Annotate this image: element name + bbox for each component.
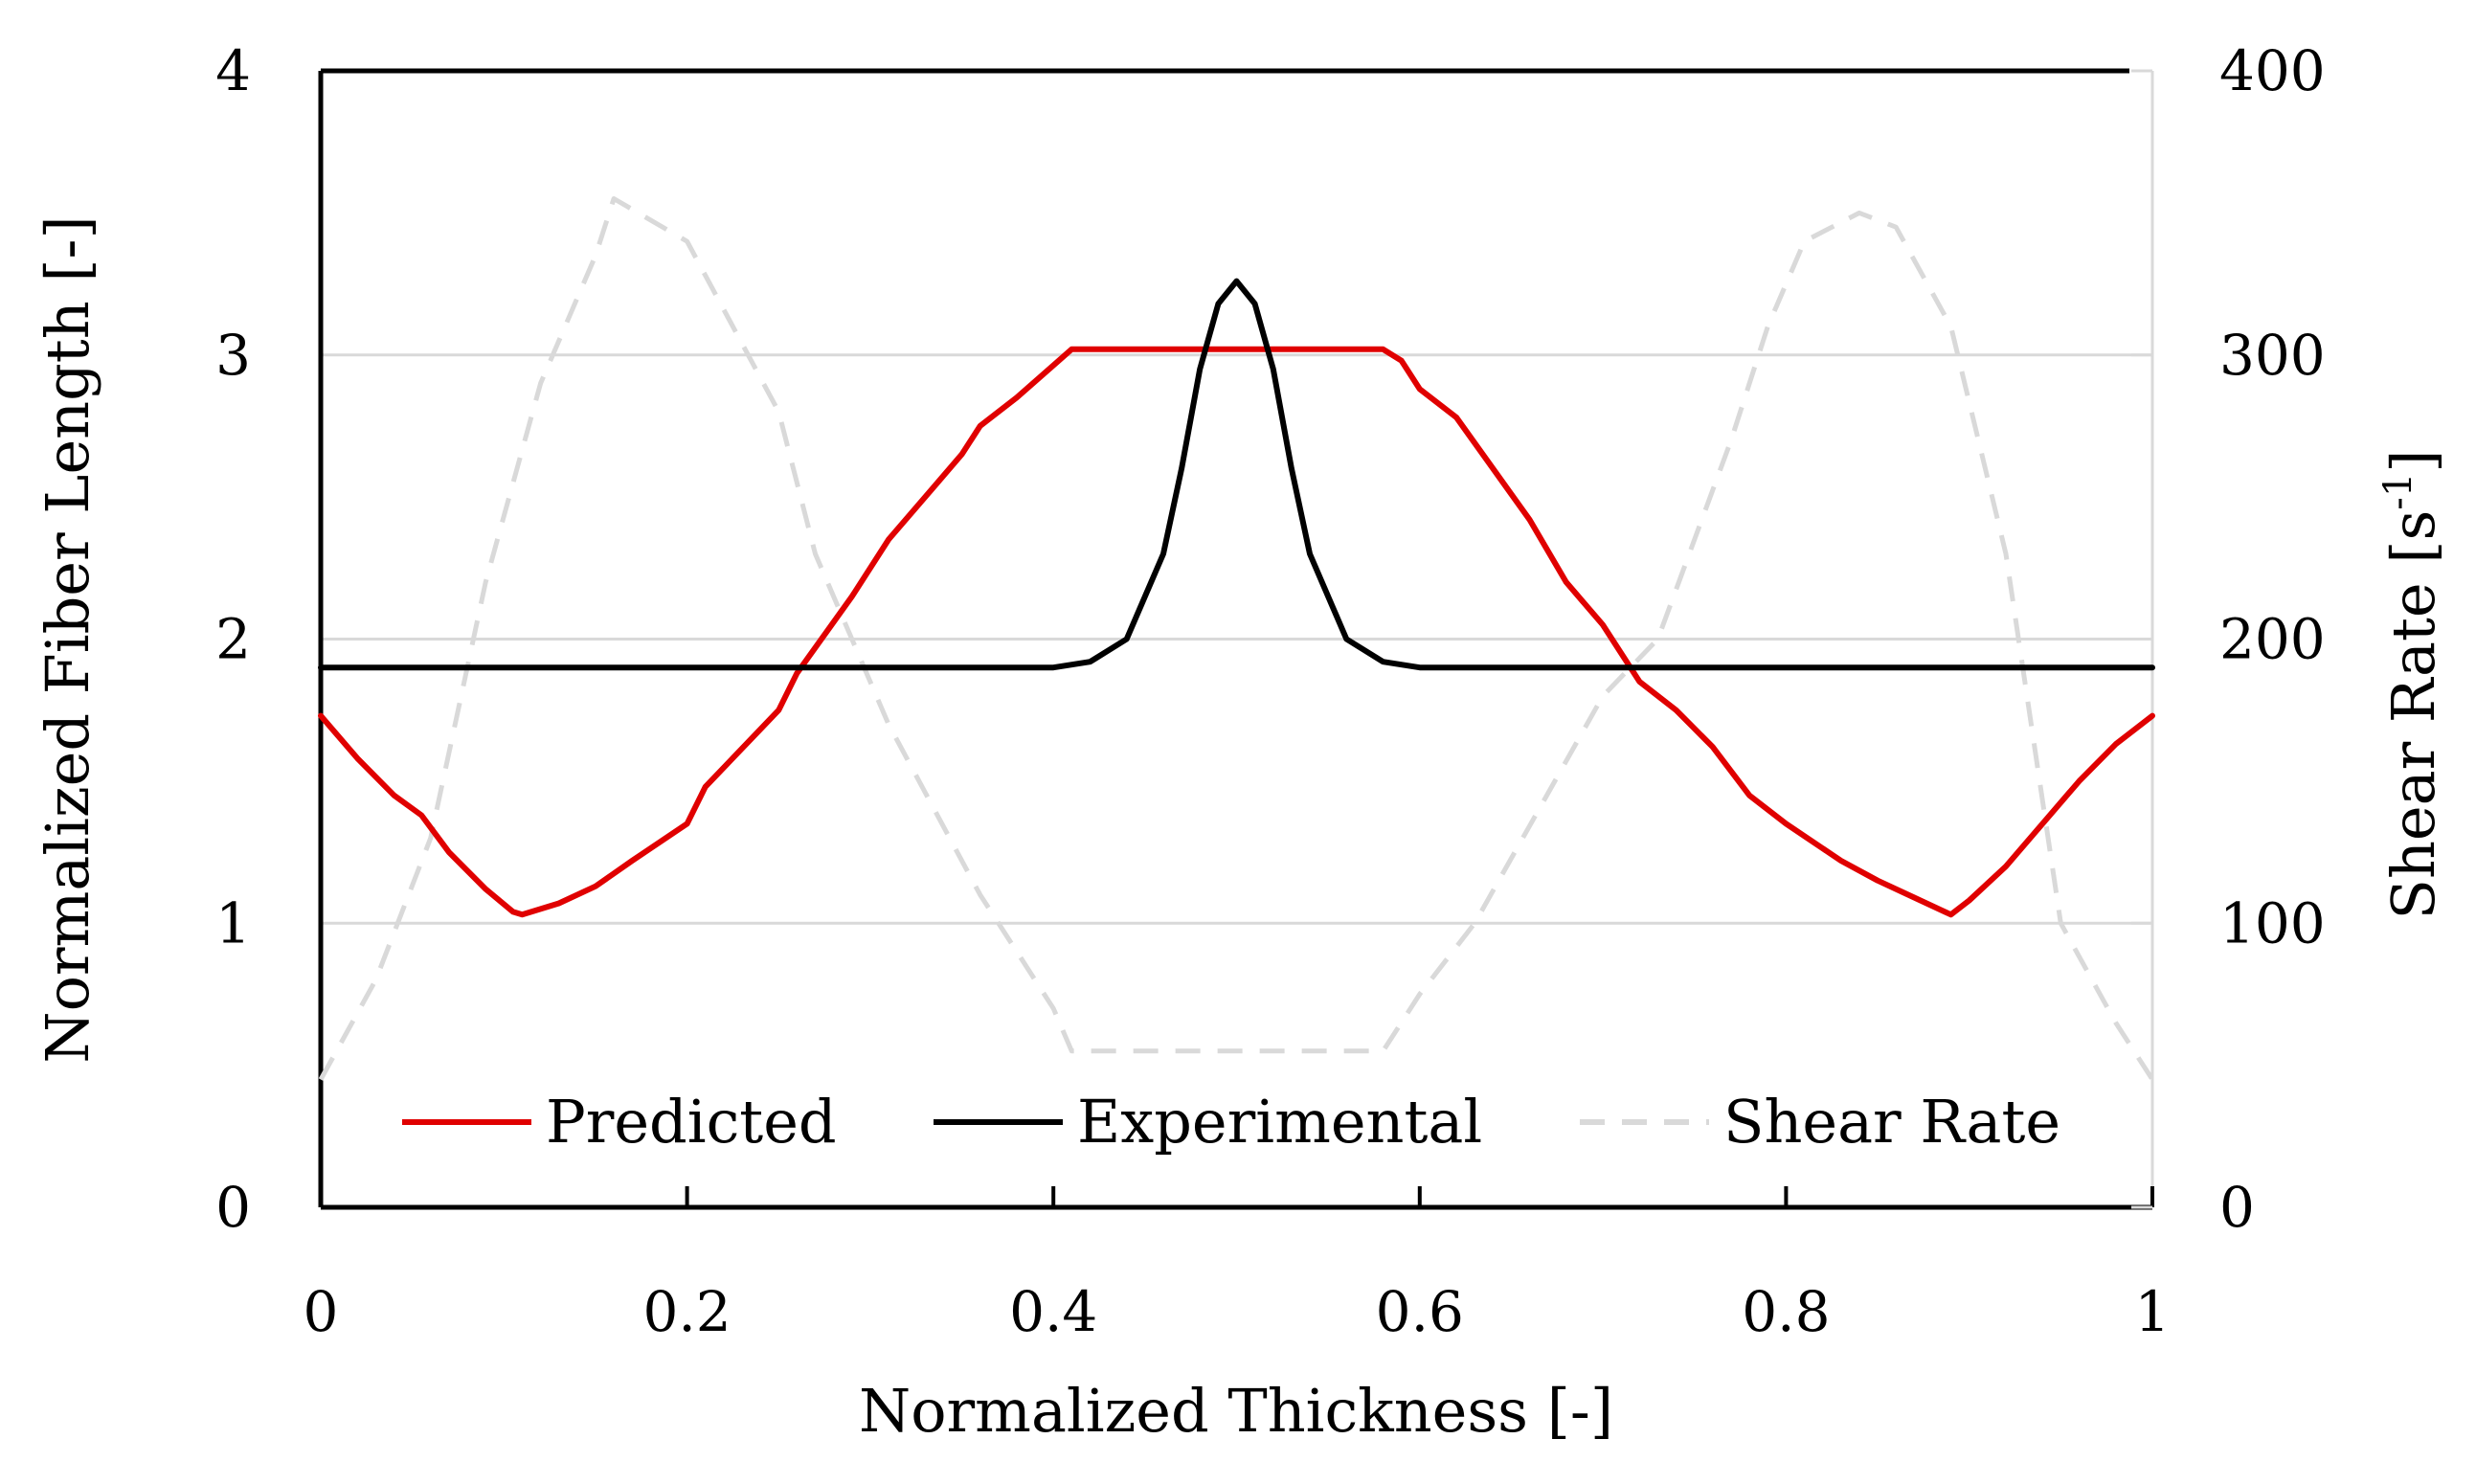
series-line-experimental (318, 278, 2155, 671)
left-y-axis-title: Normalized Fiber Length [-] (33, 215, 102, 1063)
y2-tick-label-0: 0 (2219, 1175, 2255, 1240)
x-tick-label-2: 0.4 (1009, 1279, 1097, 1344)
legend: Predicted Experimental Shear Rate (402, 1087, 2060, 1157)
right-y-axis-title-superscript: -1 (2376, 473, 2420, 510)
legend-label-experimental: Experimental (1077, 1087, 1482, 1157)
right-tick-labels: 0 100 200 300 400 (2219, 38, 2326, 1240)
y-tick-label-4: 4 (215, 38, 251, 103)
x-tick-label-4: 0.8 (1742, 1279, 1830, 1344)
series-layer (318, 196, 2155, 1081)
y-tick-label-0: 0 (215, 1175, 251, 1240)
gridlines (321, 353, 2152, 925)
y2-tick-label-4: 400 (2219, 38, 2326, 103)
y2-tick-label-1: 100 (2219, 890, 2326, 956)
legend-label-shear-rate: Shear Rate (1723, 1087, 2060, 1157)
x-axis-title: Normalized Thickness [-] (859, 1376, 1613, 1446)
legend-label-predicted: Predicted (546, 1087, 837, 1157)
right-y-axis-title: Shear Rate [s-1] (2376, 450, 2448, 920)
y2-tick-label-2: 200 (2219, 607, 2326, 672)
x-tick-label-5: 1 (2135, 1279, 2171, 1344)
right-y-axis-title-base: Shear Rate [s (2378, 510, 2448, 920)
y-tick-label-3: 3 (215, 323, 251, 388)
right-y-axis-title-end: ] (2378, 450, 2448, 473)
x-tick-label-0: 0 (304, 1279, 339, 1344)
series-line-shear-rate (318, 196, 2155, 1081)
y2-tick-label-3: 300 (2219, 323, 2326, 388)
x-tick-label-1: 0.2 (642, 1279, 731, 1344)
x-axis-ticks (319, 1186, 2154, 1207)
x-tick-label-3: 0.6 (1376, 1279, 1464, 1344)
y-tick-label-1: 1 (215, 890, 251, 956)
right-axis-ticks (2131, 69, 2152, 1209)
series-line-predicted (318, 346, 2155, 918)
x-tick-labels: 0 0.2 0.4 0.6 0.8 1 (304, 1279, 2171, 1344)
y-tick-label-2: 2 (215, 607, 251, 672)
left-tick-labels: 0 1 2 3 4 (215, 38, 251, 1240)
